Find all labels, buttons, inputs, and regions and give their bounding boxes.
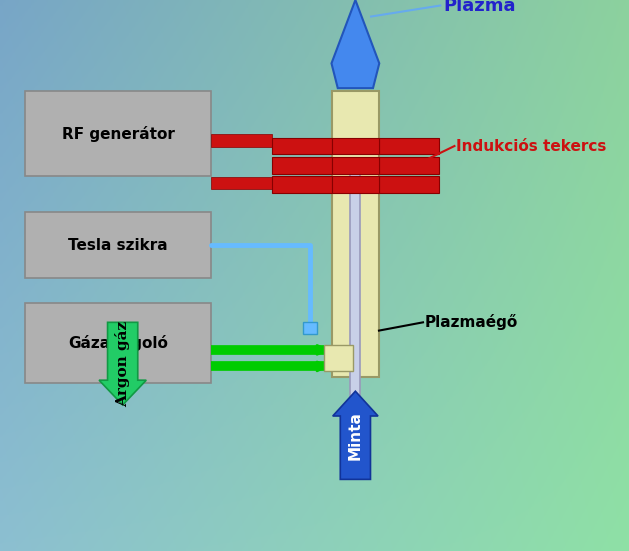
FancyBboxPatch shape [25, 303, 211, 383]
Text: Tesla szikra: Tesla szikra [68, 237, 168, 253]
FancyBboxPatch shape [303, 322, 316, 334]
Text: Plazma: Plazma [443, 0, 516, 14]
Text: Argon gáz: Argon gáz [115, 321, 130, 407]
FancyBboxPatch shape [332, 138, 379, 154]
FancyBboxPatch shape [272, 157, 332, 174]
FancyBboxPatch shape [211, 134, 272, 147]
FancyBboxPatch shape [272, 176, 332, 193]
FancyBboxPatch shape [379, 157, 439, 174]
FancyBboxPatch shape [332, 91, 379, 377]
FancyBboxPatch shape [272, 138, 332, 154]
FancyBboxPatch shape [25, 212, 211, 278]
FancyBboxPatch shape [332, 157, 379, 174]
Text: Indukciós tekercs: Indukciós tekercs [455, 138, 606, 154]
FancyBboxPatch shape [211, 177, 272, 189]
Text: Gázadagoló: Gázadagoló [68, 335, 168, 351]
FancyArrow shape [99, 322, 146, 405]
FancyBboxPatch shape [379, 138, 439, 154]
FancyArrow shape [333, 391, 378, 479]
FancyBboxPatch shape [332, 176, 379, 193]
Text: Plazmaégő: Plazmaégő [424, 314, 518, 331]
Polygon shape [331, 0, 379, 88]
FancyBboxPatch shape [350, 163, 360, 463]
FancyBboxPatch shape [25, 91, 211, 176]
Text: RF generátor: RF generátor [62, 126, 174, 142]
FancyBboxPatch shape [379, 176, 439, 193]
Text: Minta: Minta [348, 411, 363, 460]
FancyBboxPatch shape [325, 345, 353, 371]
